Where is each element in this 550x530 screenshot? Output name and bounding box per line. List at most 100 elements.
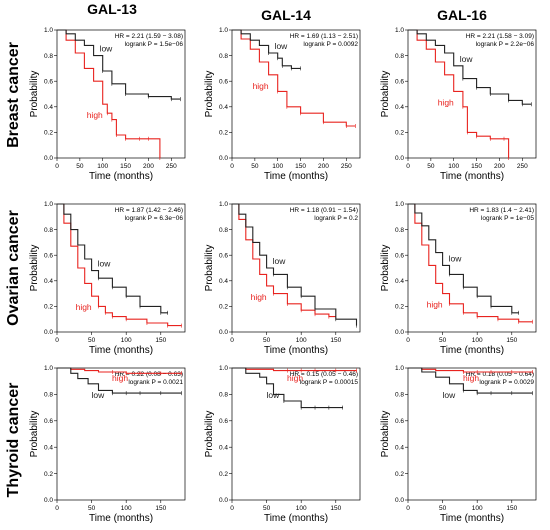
series-line-high — [57, 29, 161, 158]
y-tick-label: 0.2 — [219, 471, 228, 478]
logrank-text: logrank P = 0.00015 — [300, 379, 359, 386]
x-tick-label: 150 — [120, 163, 131, 170]
y-tick-label: 0.0 — [44, 497, 53, 504]
x-axis-title: Time (months) — [440, 345, 504, 356]
y-tick-label: 1.0 — [395, 201, 404, 208]
y-tick-label: 0.4 — [44, 278, 53, 285]
km-panel-0-2: 0.0 0.2 0.4 0.6 0.8 1.0 0 50 100 150 200 250 Time (m… — [380, 27, 537, 182]
row-title-thyroid-cancer: Thyroid cancer — [5, 383, 22, 498]
hr-text: HR = 1.83 (1.4 − 2.41) — [469, 207, 534, 214]
hr-text: HR = 2.21 (1.59 − 3.08) — [115, 33, 183, 40]
series-line-high — [57, 203, 182, 327]
y-tick-label: 0.6 — [44, 252, 53, 259]
x-tick-label: 200 — [143, 163, 154, 170]
y-axis-title: Probability — [204, 71, 215, 118]
y-tick-label: 0.0 — [219, 329, 228, 336]
curve-label-high: high — [287, 373, 303, 383]
y-tick-label: 0.0 — [219, 497, 228, 504]
curve-label-high: high — [87, 110, 103, 120]
x-tick-label: 50 — [263, 505, 271, 512]
x-tick-label: 250 — [166, 163, 177, 170]
curve-label-low: low — [275, 41, 289, 51]
series-line-low — [57, 203, 168, 314]
curve-label-high: high — [76, 302, 92, 312]
curve-label-low: low — [100, 44, 114, 54]
x-tick-label: 250 — [517, 163, 528, 170]
km-panel-0-1: 0.0 0.2 0.4 0.6 0.8 1.0 0 50 100 150 200 250 Time (m… — [204, 27, 361, 182]
y-tick-label: 0.8 — [219, 227, 228, 234]
y-tick-label: 0.8 — [219, 53, 228, 60]
hr-text: HR = 0.18 (0.05 − 0.64) — [466, 371, 534, 378]
y-tick-label: 0.4 — [395, 444, 404, 451]
x-tick-label: 0 — [406, 505, 410, 512]
y-axis-title: Probability — [204, 245, 215, 292]
plot-frame — [407, 367, 537, 501]
y-tick-label: 0.6 — [395, 418, 404, 425]
x-tick-label: 150 — [155, 337, 166, 344]
x-axis-title: Time (months) — [89, 171, 153, 182]
x-tick-label: 150 — [330, 337, 341, 344]
x-tick-label: 100 — [121, 337, 132, 344]
row-title-ovarian-cancer: Ovarian cancer — [5, 210, 22, 326]
y-tick-label: 0.4 — [395, 104, 404, 111]
y-tick-label: 0.2 — [44, 471, 53, 478]
plot-frame — [56, 367, 186, 501]
column-title-gal-13: GAL-13 — [87, 1, 137, 17]
x-tick-label: 0 — [55, 505, 59, 512]
curve-label-high: high — [463, 373, 479, 383]
x-tick-label: 100 — [296, 337, 307, 344]
x-tick-label: 100 — [472, 337, 483, 344]
y-tick-label: 1.0 — [44, 201, 53, 208]
series-line-low — [408, 203, 519, 314]
x-tick-label: 100 — [448, 163, 459, 170]
curve-label-high: high — [253, 81, 269, 91]
y-axis-title: Probability — [380, 245, 391, 292]
curve-label-low: low — [460, 54, 474, 64]
y-axis-title: Probability — [29, 71, 40, 118]
hr-text: HR = 0.15 (0.05 − 0.46) — [290, 371, 358, 378]
x-tick-label: 0 — [55, 337, 59, 344]
x-tick-label: 0 — [230, 505, 234, 512]
curve-label-low: low — [98, 259, 112, 269]
series-line-low — [232, 367, 343, 409]
y-axis-title: Probability — [380, 411, 391, 458]
x-tick-label: 0 — [406, 337, 410, 344]
row-title-breast-cancer: Breast cancer — [5, 42, 22, 148]
x-tick-label: 0 — [230, 337, 234, 344]
y-tick-label: 0.4 — [44, 444, 53, 451]
x-tick-label: 150 — [506, 337, 517, 344]
series-line-low — [232, 203, 358, 326]
x-axis-title: Time (months) — [264, 171, 328, 182]
y-tick-label: 0.4 — [219, 104, 228, 111]
plot-panels: 0.0 0.2 0.4 0.6 0.8 1.0 0 50 100 150 200 250 Time (m… — [29, 27, 537, 524]
hr-text: HR = 2.21 (1.58 − 3.09) — [466, 33, 534, 40]
y-tick-label: 0.6 — [219, 78, 228, 85]
y-tick-label: 0.2 — [44, 130, 53, 137]
x-tick-label: 150 — [330, 505, 341, 512]
plot-frame — [56, 29, 186, 159]
x-axis-title: Time (months) — [264, 345, 328, 356]
x-axis-title: Time (months) — [89, 513, 153, 524]
y-tick-label: 0.8 — [395, 53, 404, 60]
y-tick-label: 0.0 — [395, 329, 404, 336]
y-tick-label: 0.6 — [395, 252, 404, 259]
y-tick-label: 0.8 — [44, 53, 53, 60]
series-line-low — [408, 29, 532, 105]
km-panel-0-0: 0.0 0.2 0.4 0.6 0.8 1.0 0 50 100 150 200 250 Time (m… — [29, 27, 186, 182]
curve-label-high: high — [427, 300, 443, 310]
y-tick-label: 0.8 — [395, 227, 404, 234]
x-axis-title: Time (months) — [440, 171, 504, 182]
x-tick-label: 100 — [272, 163, 283, 170]
hr-text: HR = 1.18 (0.91 − 1.54) — [290, 207, 358, 214]
y-tick-label: 0.2 — [219, 304, 228, 311]
y-tick-label: 0.8 — [44, 392, 53, 399]
plot-frame — [56, 203, 186, 333]
x-tick-label: 0 — [55, 163, 59, 170]
x-tick-label: 200 — [494, 163, 505, 170]
logrank-text: logrank P = 2.2e−06 — [476, 41, 535, 48]
y-tick-label: 0.2 — [395, 471, 404, 478]
logrank-text: logrank P = 0.0092 — [303, 41, 358, 48]
logrank-text: logrank P = 0.2 — [314, 215, 358, 222]
